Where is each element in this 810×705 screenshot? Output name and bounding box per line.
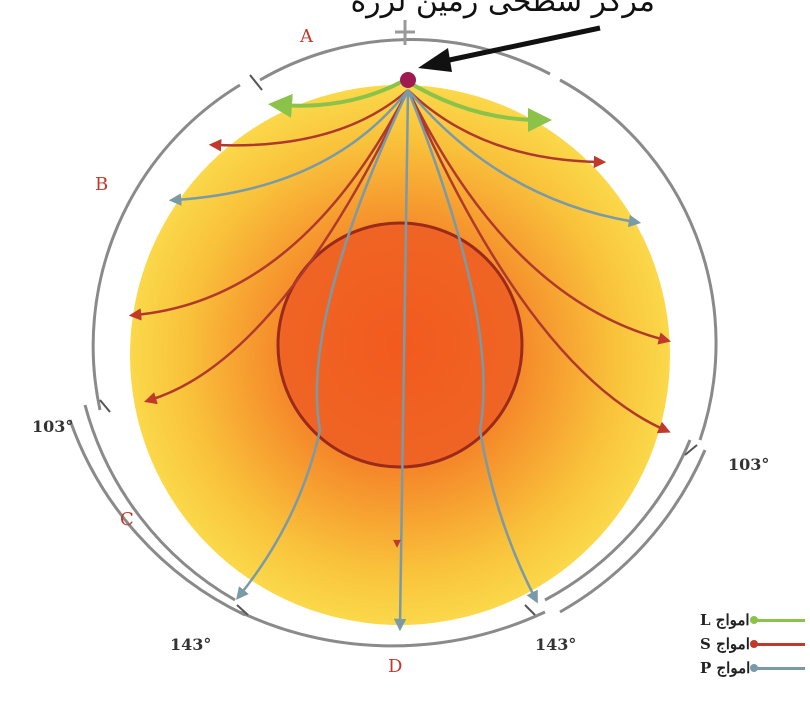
epicenter-arrow [439, 25, 601, 65]
l-wave-paths [268, 78, 552, 132]
angle-bottom-right-label: 143° [535, 635, 576, 654]
legend-swatch-s [749, 639, 805, 648]
p-wave-paths [168, 89, 642, 632]
epicenter-arrowhead [418, 48, 452, 72]
legend: امواج L امواج S امواج P [700, 608, 805, 680]
zone-a-label: A [299, 26, 314, 47]
legend-label-p: امواج P [700, 659, 751, 677]
epicenter-label: مرکز سطحی زمین لرزه [350, 0, 655, 19]
epicenter-dot [400, 72, 416, 88]
legend-item-p: امواج P [700, 656, 805, 680]
zone-d-label: D [388, 656, 402, 677]
angle-bottom-left-label: 143° [170, 635, 211, 654]
earth-core [276, 221, 524, 469]
legend-item-s: امواج S [700, 632, 805, 656]
angle-left-label: 103° [32, 417, 73, 436]
top-marker [395, 20, 415, 45]
legend-label-l: امواج L [700, 611, 750, 629]
zone-b-label: B [95, 174, 108, 195]
ring-ticks [99, 74, 698, 616]
core-shadow-label: ▾ [393, 533, 401, 552]
zone-c-label: C [120, 509, 134, 530]
legend-swatch-p [750, 663, 805, 672]
legend-swatch-l [749, 615, 805, 624]
angle-right-label: 103° [728, 455, 769, 474]
legend-label-s: امواج S [700, 635, 750, 653]
s-wave-paths [128, 89, 672, 434]
legend-item-l: امواج L [700, 608, 805, 632]
